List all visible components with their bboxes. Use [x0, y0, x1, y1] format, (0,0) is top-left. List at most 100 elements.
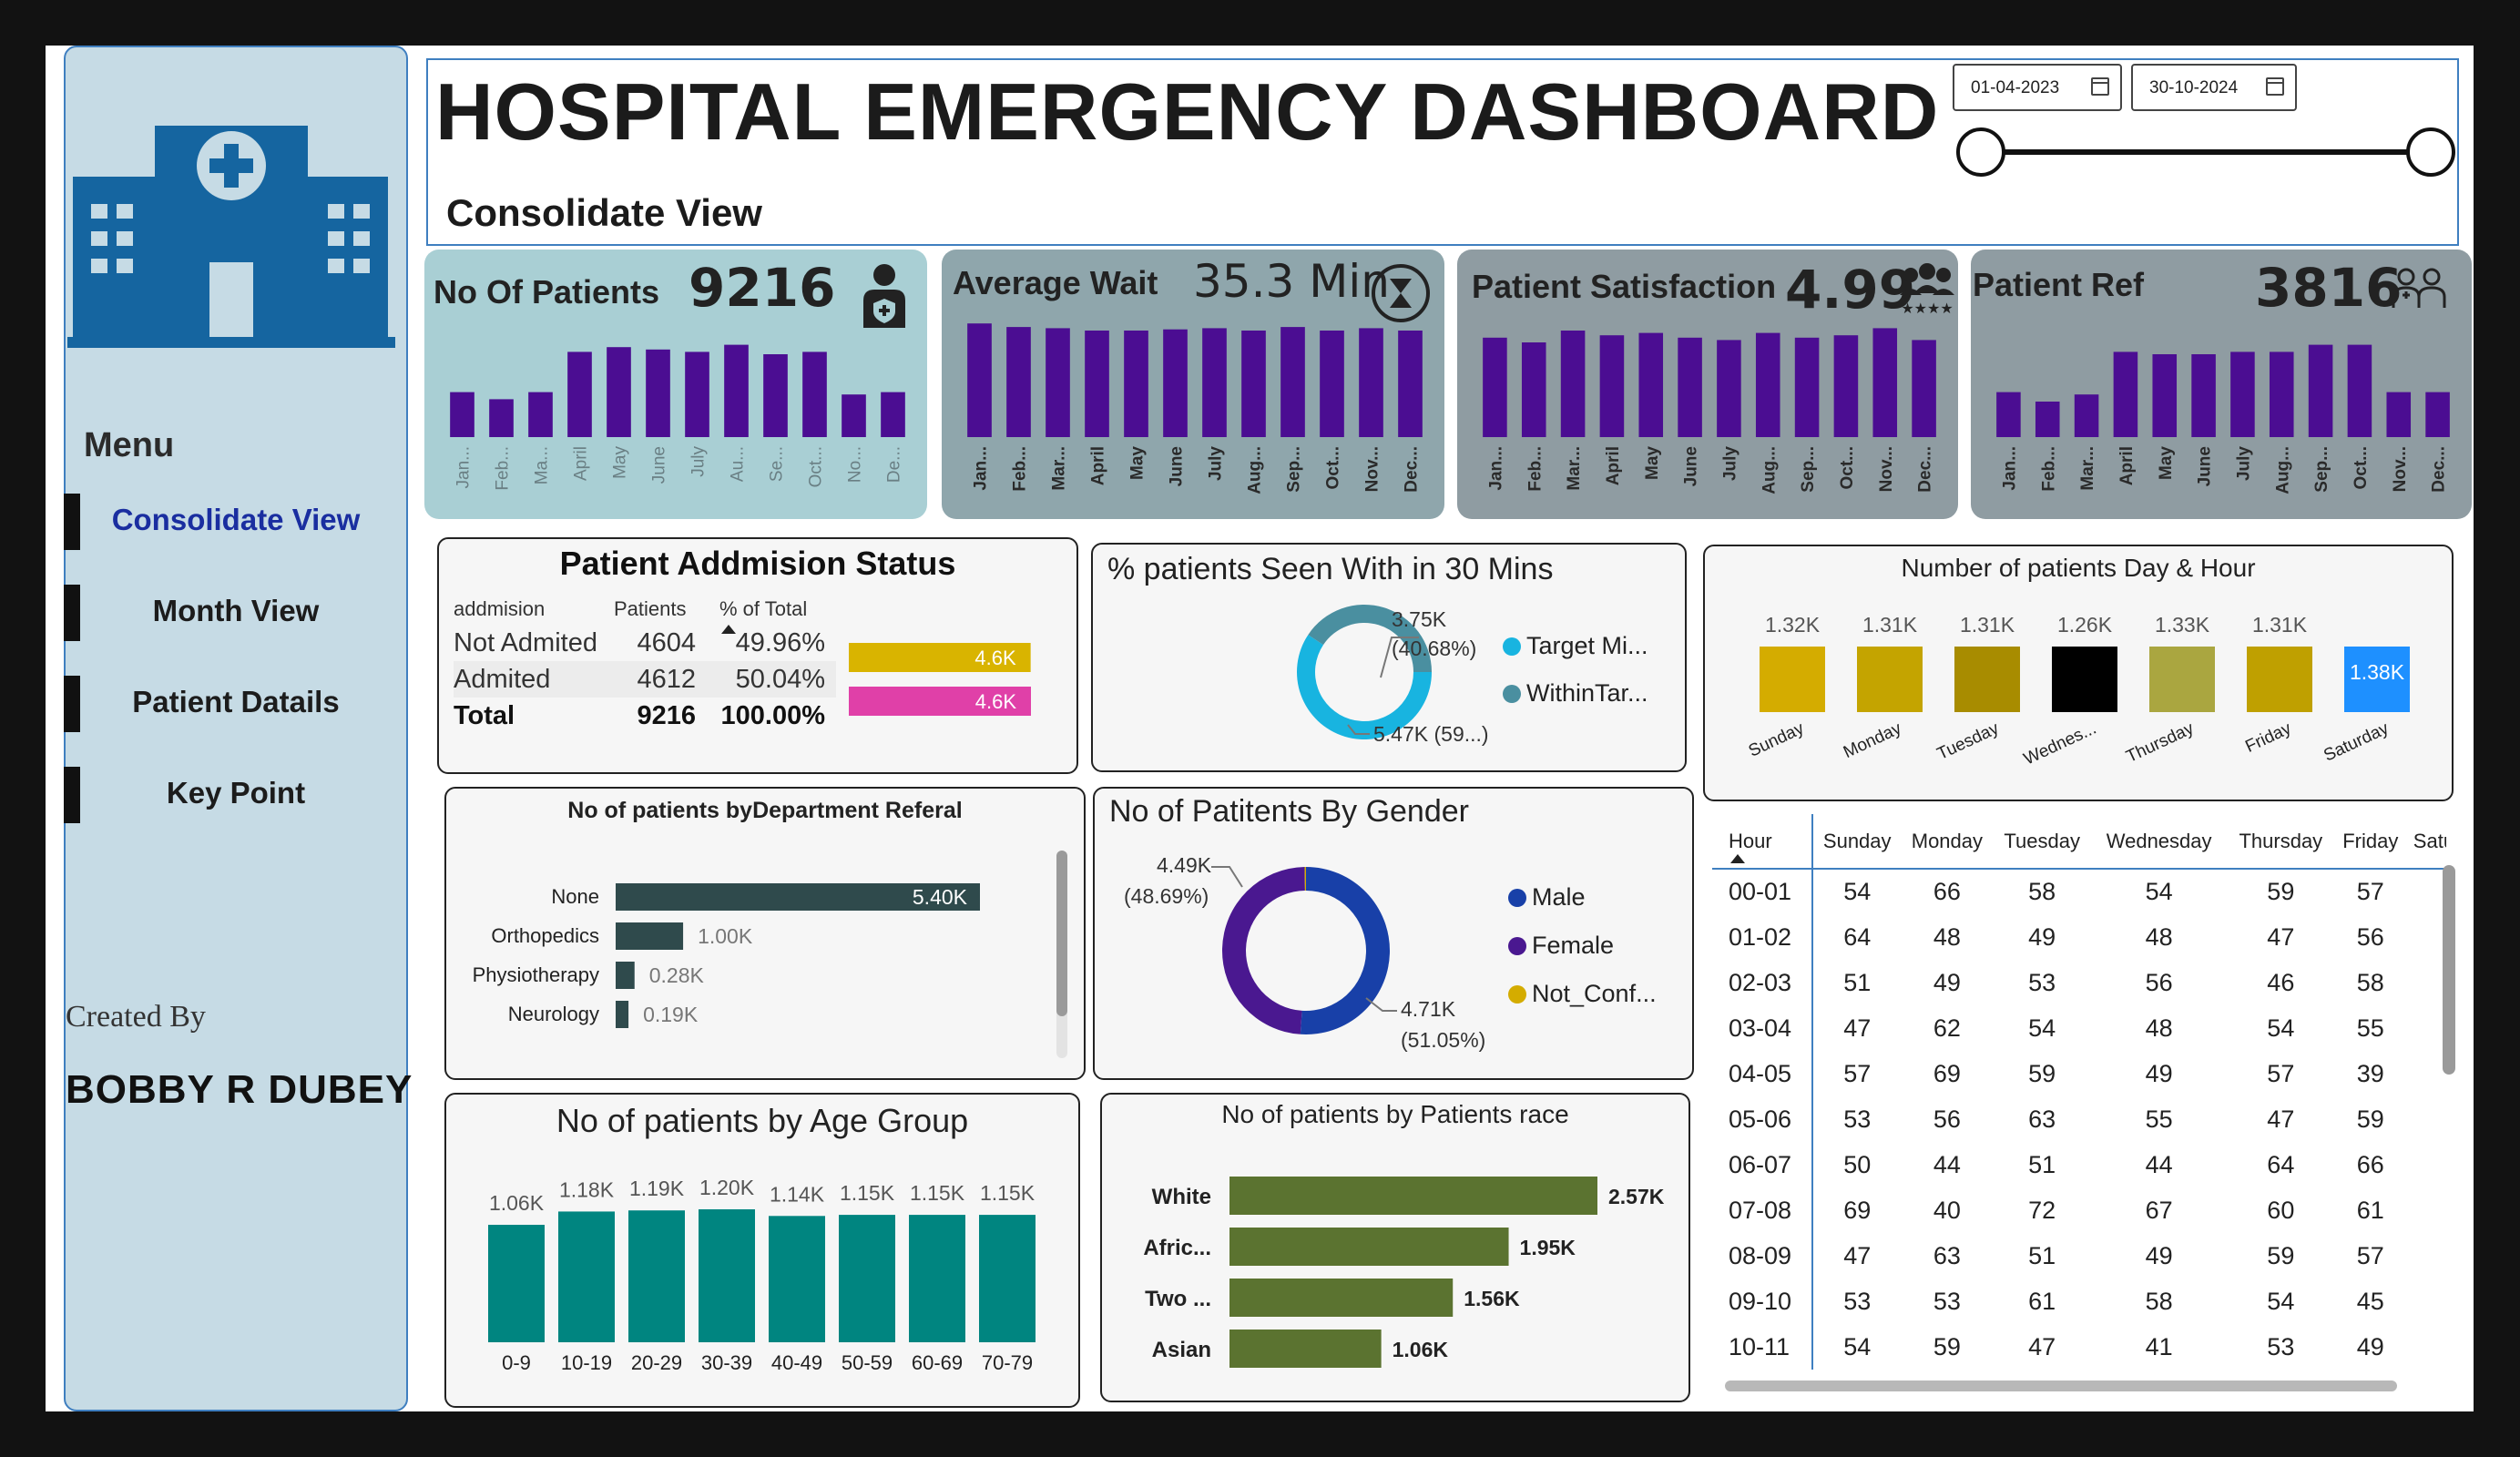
department-referral-panel	[444, 787, 1086, 1080]
department-bar	[616, 922, 684, 950]
kpi-month-label: Au...	[729, 446, 748, 482]
hour-col-header[interactable]: Monday	[1911, 829, 1984, 852]
end-date-input[interactable]: 30-10-2024	[2131, 64, 2297, 111]
kpi-bar	[1483, 337, 1507, 437]
menu-item-consolidate-view[interactable]: Consolidate View	[64, 494, 408, 550]
age-bar-label: 1.15K	[980, 1181, 1036, 1205]
count-cell: 55	[2356, 1014, 2384, 1042]
calendar-icon[interactable]	[2091, 77, 2109, 96]
calendar-icon[interactable]	[2266, 77, 2284, 96]
col-header-admission[interactable]: addmision	[454, 597, 546, 620]
kpi-month-label: May	[1128, 446, 1148, 480]
age-category-label: 70-79	[982, 1351, 1033, 1374]
department-bar-label: 1.00K	[698, 924, 753, 948]
kpi-month-label: Dec...	[1403, 446, 1422, 493]
sort-ascending-icon[interactable]	[719, 623, 738, 636]
hour-day-matrix[interactable]: Hour Sunday Monday Tuesday Wednesday Thursday…	[1712, 814, 2446, 1397]
table-row: 10-11 54 59 47 41 53 49	[1712, 1324, 2446, 1370]
department-bar	[616, 883, 980, 911]
hour-col-header[interactable]: Wednesday	[2106, 829, 2212, 852]
hour-col-header[interactable]: Hour	[1712, 814, 1813, 869]
age-bar	[909, 1215, 965, 1342]
count-cell: 59	[2356, 1105, 2384, 1133]
count-cell: 53	[1843, 1105, 1872, 1133]
count-cell: 57	[2356, 1241, 2384, 1269]
kpi-card-referral: Patient Ref 3816 Jan... Feb... Mar... April…	[1971, 250, 2472, 519]
kpi-bar	[2035, 402, 2060, 437]
date-range-start-handle[interactable]	[1956, 127, 2005, 177]
kpi-bar	[1085, 331, 1109, 437]
admission-pct: 50.04%	[735, 664, 825, 694]
menu-item-month-view[interactable]: Month View	[64, 585, 408, 641]
count-cell: 47	[1843, 1014, 1872, 1042]
age-bar-label: 1.15K	[840, 1181, 895, 1205]
count-cell: 48	[2145, 922, 2173, 951]
hour-table-vertical-scrollbar[interactable]	[2443, 865, 2455, 1075]
race-bar-label: 1.56K	[1464, 1287, 1520, 1310]
kpi-month-label: Mar...	[1565, 446, 1584, 491]
hour-table-horizontal-scrollbar[interactable]	[1725, 1381, 2397, 1391]
table-row: 08-09 47 63 51 49 59 57	[1712, 1233, 2446, 1279]
age-category-label: 10-19	[561, 1351, 612, 1374]
count-cell: 64	[1843, 922, 1872, 951]
donut-slice	[1297, 635, 1432, 739]
patient-badge-icon	[863, 264, 905, 328]
hour-col-header[interactable]: Satur	[2413, 829, 2446, 852]
count-cell: 72	[2028, 1196, 2056, 1224]
kpi-month-label: July	[2234, 446, 2253, 481]
gender-panel	[1093, 787, 1694, 1080]
count-cell: 47	[2028, 1332, 2056, 1360]
age-category-label: 40-49	[771, 1351, 822, 1374]
kpi-bar	[2074, 394, 2099, 437]
count-cell	[2406, 1005, 2446, 1051]
gender-label-value: 4.71K	[1401, 997, 1456, 1021]
day-bar-label: 1.31K	[1862, 613, 1918, 637]
count-cell	[2406, 1279, 2446, 1324]
total-pct: 100.00%	[720, 700, 826, 730]
count-cell: 49	[2145, 1241, 2173, 1269]
date-range-end-handle[interactable]	[2406, 127, 2455, 177]
hour-col-header[interactable]: Friday	[2342, 829, 2399, 852]
hour-col-header[interactable]: Thursday	[2239, 829, 2323, 852]
kpi-patients-bar-chart: Jan... Feb... Ma... April May June July Au... Se…	[450, 344, 905, 491]
kpi-month-label: May	[2157, 446, 2176, 480]
kpi-bar	[450, 392, 474, 437]
count-cell: 60	[2267, 1196, 2295, 1224]
kpi-month-label: July	[1720, 446, 1740, 481]
gender-leader-line	[1211, 866, 1243, 888]
legend-dot	[1508, 889, 1526, 907]
legend-label: Male	[1532, 883, 1586, 911]
department-label: None	[551, 885, 599, 908]
seen-within-30-donut-chart: 3.75K (40.68%) 5.47K (59...) Target Mi... Wi…	[1297, 605, 1648, 746]
department-label: Orthopedics	[491, 924, 599, 947]
kpi-bar	[1202, 328, 1227, 437]
department-label: Neurology	[508, 1003, 599, 1025]
kpi-bar	[685, 352, 709, 437]
col-header-patients[interactable]: Patients	[614, 597, 687, 620]
department-scrollbar-thumb[interactable]	[1056, 851, 1067, 1016]
admission-bar	[849, 687, 1031, 716]
age-bar-label: 1.18K	[559, 1177, 615, 1201]
menu-item-patient-details[interactable]: Patient Datails	[64, 676, 408, 732]
start-date-input[interactable]: 01-04-2023	[1953, 64, 2122, 111]
kpi-month-label: Oct...	[807, 446, 826, 487]
col-header-pct[interactable]: % of Total	[719, 597, 808, 620]
count-cell	[2406, 1187, 2446, 1233]
kpi-bar	[1359, 328, 1383, 437]
menu-item-key-point[interactable]: Key Point	[64, 767, 408, 823]
count-cell: 49	[2356, 1332, 2384, 1360]
hour-col-header[interactable]: Sunday	[1822, 829, 1892, 852]
department-scrollbar[interactable]	[1056, 851, 1067, 1058]
kpi-card-patients: No Of Patients 9216 Jan... Feb... Ma... Apr…	[424, 250, 927, 519]
seen-label-value: 3.75K	[1392, 607, 1447, 631]
date-range-slider-track[interactable]	[1980, 149, 2432, 155]
table-row: 03-04 47 62 54 48 54 55	[1712, 1005, 2446, 1051]
count-cell: 59	[2267, 878, 2295, 905]
menu-indicator	[64, 676, 80, 732]
table-row: 04-05 57 69 59 49 57 39	[1712, 1051, 2446, 1096]
hour-cell: 00-01	[1712, 869, 1813, 914]
age-bar	[979, 1215, 1036, 1342]
hour-col-header[interactable]: Tuesday	[2004, 829, 2080, 852]
kpi-month-label: Mar...	[2078, 446, 2097, 491]
sort-ascending-icon[interactable]	[1729, 852, 1747, 865]
